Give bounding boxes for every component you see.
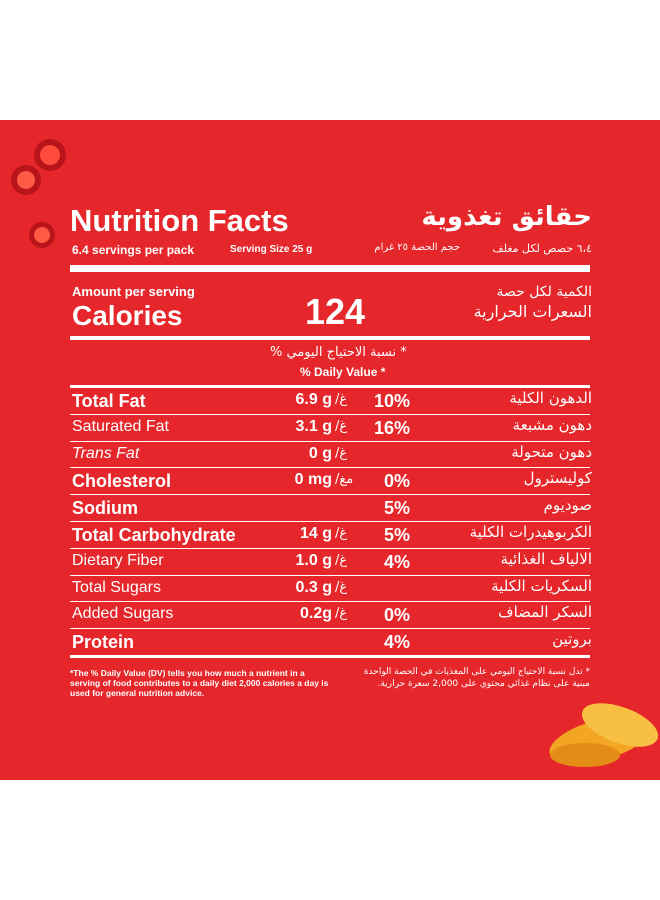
serving-size-ar: حجم الحصة ٢٥ غرام (374, 242, 460, 253)
divider (70, 628, 590, 630)
divider (70, 601, 590, 603)
nutrient-unit-ar: غ/ (335, 445, 348, 461)
nutrient-name: Trans Fat (72, 444, 140, 462)
daily-value-percent: 4% (383, 632, 410, 653)
label-panel (0, 120, 660, 780)
daily-value-percent: 5% (383, 498, 410, 519)
divider (70, 440, 590, 442)
nutrient-name-ar: بروتين (552, 630, 592, 649)
nutrient-amount: 1.0 g (295, 551, 332, 569)
nutrient-name-ar: السكريات الكلية (491, 576, 592, 595)
nutrient-name-ar: الدهون الكلية (509, 389, 592, 407)
nutrient-unit-ar: غ/ (335, 418, 348, 434)
divider (70, 494, 590, 496)
nutrient-unit-ar: غ/ (335, 579, 348, 595)
nutrient-amount: 0 mg (294, 471, 332, 489)
nutrient-name: Dietary Fiber (72, 551, 164, 569)
calories-label: Calories (72, 300, 183, 331)
nutrient-unit-ar: مغ/ (335, 472, 354, 488)
daily-value-percent: 16% (373, 417, 410, 438)
chips (549, 703, 659, 767)
calories-label-ar: السعرات الحرارية (473, 302, 592, 321)
title: Nutrition Facts (70, 203, 289, 238)
divider (70, 521, 590, 522)
nutrient-name: Saturated Fat (72, 417, 169, 435)
nutrient-name: Sodium (72, 498, 138, 519)
divider (70, 336, 590, 340)
serving-size: Serving Size 25 g (230, 244, 313, 255)
nutrient-name-ar: كوليسترول (523, 469, 592, 488)
divider (70, 655, 590, 658)
daily-value-percent: 5% (383, 525, 410, 545)
daily-value-ar: * نسبة الاحتياج اليومي % (270, 345, 407, 360)
calories-value: 124 (305, 291, 366, 332)
servings: 6.4 servings per pack (72, 243, 195, 257)
nutrient-name: Total Sugars (72, 578, 161, 596)
daily-value-percent: 0% (383, 605, 410, 626)
nutrient-name: Cholesterol (72, 471, 172, 492)
divider (70, 467, 590, 469)
divider (70, 413, 590, 415)
nutrient-name-ar: دهون متحولة (511, 442, 592, 461)
divider (70, 265, 590, 272)
footnote-ar: * تدل نسبة الاحتياج اليومي على المغذيات … (363, 667, 590, 690)
nutrient-name: Total Carbohydrate (72, 525, 236, 545)
servings-ar: ٦،٤ حصص لكل مغلف (492, 242, 592, 255)
divider (70, 385, 590, 388)
divider (70, 574, 590, 576)
chili-slices (11, 139, 66, 248)
nutrient-name-ar: دهون مشبعة (512, 415, 592, 434)
nutrient-amount: 0.3 g (295, 578, 332, 596)
daily-value: % Daily Value * (300, 365, 386, 379)
nutrient-amount: 3.1 g (295, 417, 332, 435)
amount-per-serving-ar: الكمية لكل حصة (496, 284, 592, 300)
nutrient-name: Protein (72, 632, 135, 653)
daily-value-percent: 10% (373, 391, 410, 411)
divider (70, 547, 590, 549)
amount-per-serving: Amount per serving (72, 284, 195, 299)
nutrient-amount: 0 g (308, 444, 332, 462)
nutrient-name-ar: الكربوهيدرات الكلية (469, 523, 592, 541)
nutrient-unit-ar: غ/ (335, 606, 348, 622)
nutrient-unit-ar: غ/ (335, 392, 348, 407)
nutrient-unit-ar: غ/ (335, 526, 348, 541)
nutrient-amount: 6.9 g (295, 391, 332, 408)
title-ar: حقائق تغذوية (421, 202, 592, 232)
daily-value-percent: 4% (383, 551, 410, 572)
nutrient-name: Total Fat (72, 391, 146, 411)
nutrient-name-ar: صوديوم (543, 496, 592, 515)
nutrient-name-ar: الالياف الغذائية (500, 549, 592, 568)
footnote: *The % Daily Value (DV) tells you how mu… (70, 668, 329, 699)
nutrient-amount: 14 g (299, 525, 332, 542)
nutrient-unit-ar: غ/ (335, 552, 348, 568)
nutrient-name-ar: السكر المضاف (498, 603, 592, 622)
nutrient-name: Added Sugars (72, 605, 174, 623)
daily-value-percent: 0% (383, 471, 410, 492)
nutrient-amount: 0.2g (299, 605, 332, 623)
